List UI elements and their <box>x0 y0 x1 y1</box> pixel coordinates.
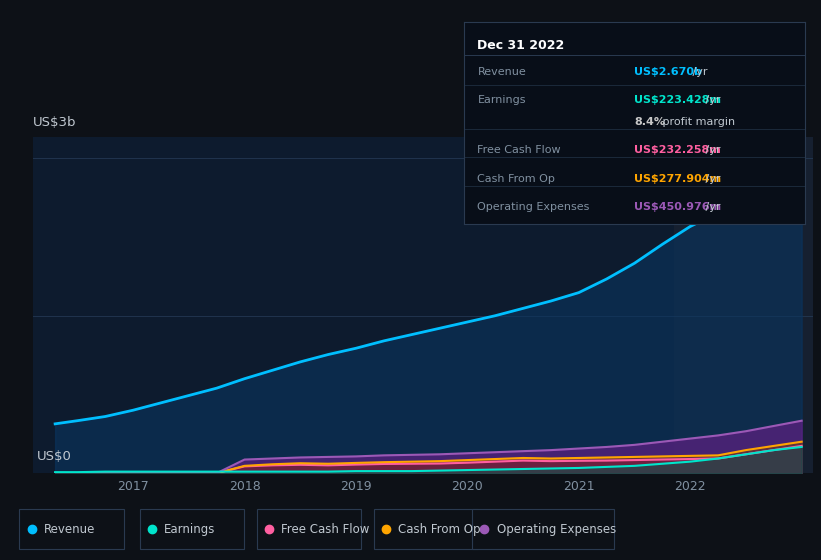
Text: US$0: US$0 <box>37 450 71 463</box>
Text: US$232.258m: US$232.258m <box>635 146 721 155</box>
Text: profit margin: profit margin <box>658 117 735 127</box>
FancyBboxPatch shape <box>140 509 245 549</box>
Text: /yr: /yr <box>702 146 720 155</box>
Text: US$223.428m: US$223.428m <box>635 95 721 105</box>
Text: Cash From Op: Cash From Op <box>398 522 480 536</box>
FancyBboxPatch shape <box>257 509 361 549</box>
Text: Earnings: Earnings <box>164 522 216 536</box>
Text: Operating Expenses: Operating Expenses <box>497 522 616 536</box>
Text: Operating Expenses: Operating Expenses <box>478 202 589 212</box>
Text: US$3b: US$3b <box>33 116 76 129</box>
Text: Free Cash Flow: Free Cash Flow <box>281 522 369 536</box>
FancyBboxPatch shape <box>472 509 614 549</box>
Bar <box>673 137 813 473</box>
Text: Dec 31 2022: Dec 31 2022 <box>478 39 565 52</box>
Text: /yr: /yr <box>690 67 708 77</box>
Text: Revenue: Revenue <box>44 522 95 536</box>
FancyBboxPatch shape <box>20 509 124 549</box>
Text: Cash From Op: Cash From Op <box>478 174 555 184</box>
Text: /yr: /yr <box>702 174 720 184</box>
Text: 8.4%: 8.4% <box>635 117 665 127</box>
Text: US$450.976m: US$450.976m <box>635 202 722 212</box>
Text: /yr: /yr <box>702 202 720 212</box>
Text: Free Cash Flow: Free Cash Flow <box>478 146 561 155</box>
Text: /yr: /yr <box>702 95 720 105</box>
Text: US$2.670b: US$2.670b <box>635 67 702 77</box>
FancyBboxPatch shape <box>374 509 479 549</box>
Text: Earnings: Earnings <box>478 95 526 105</box>
Text: US$277.904m: US$277.904m <box>635 174 722 184</box>
Text: Revenue: Revenue <box>478 67 526 77</box>
